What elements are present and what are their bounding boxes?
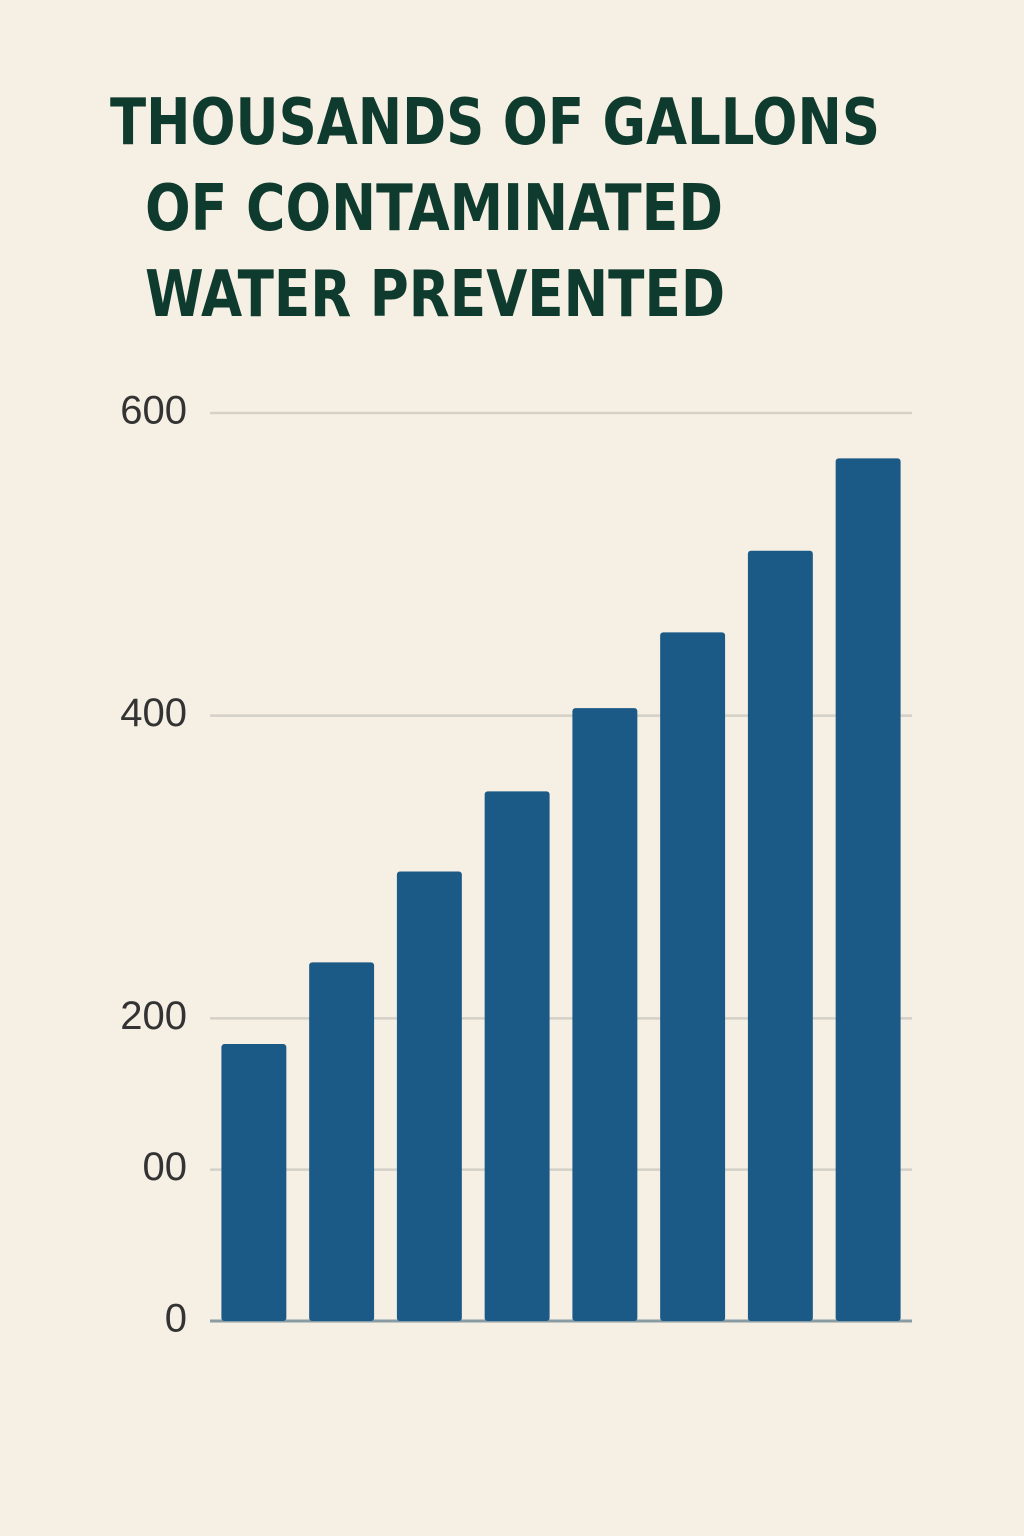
bar bbox=[835, 458, 901, 1321]
y-tick-label: 200 bbox=[120, 994, 187, 1038]
bar bbox=[660, 632, 726, 1321]
chart-title: OF CONTAMINATED bbox=[145, 172, 723, 246]
bar bbox=[747, 550, 813, 1321]
y-tick-label: 00 bbox=[143, 1145, 188, 1189]
bar bbox=[221, 1044, 287, 1321]
chart-title: WATER PREVENTED bbox=[145, 258, 725, 332]
y-tick-label: 600 bbox=[120, 389, 187, 433]
bar bbox=[572, 708, 638, 1321]
bar bbox=[309, 962, 375, 1321]
bar bbox=[396, 871, 462, 1321]
y-tick-label: 0 bbox=[165, 1297, 187, 1341]
y-tick-label: 400 bbox=[120, 691, 187, 735]
bar bbox=[484, 791, 550, 1321]
chart-title: THOUSANDS OF GALLONS bbox=[110, 86, 880, 160]
